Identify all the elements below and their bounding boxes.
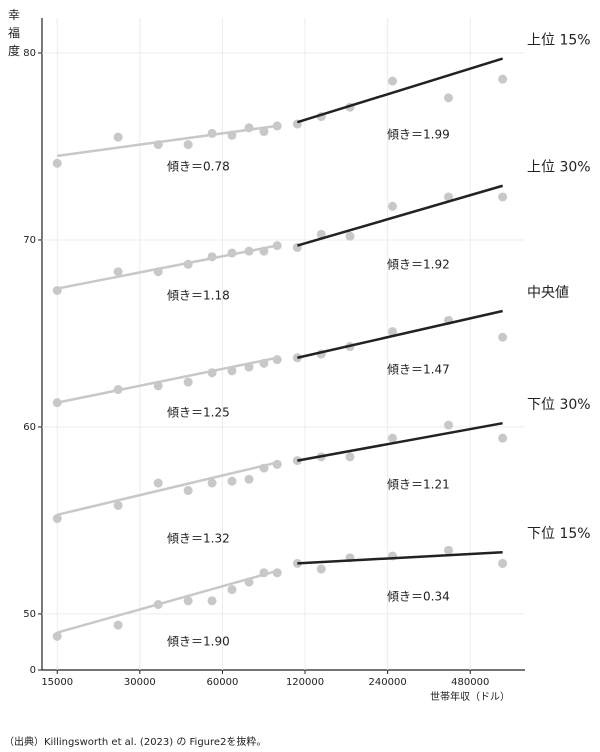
point — [444, 192, 454, 202]
point — [52, 158, 62, 168]
series-label: 中央値 — [527, 285, 569, 301]
x-tick-label: 60000 — [207, 677, 239, 688]
slope-label: 傾き＝1.25 — [167, 406, 230, 420]
y-tick-label: 50 — [23, 609, 36, 620]
slope-label: 傾き＝1.99 — [387, 128, 450, 142]
slope-label: 傾き＝0.34 — [387, 590, 450, 604]
slope-label: 傾き＝1.92 — [387, 258, 450, 272]
y-tick-label: 70 — [23, 235, 36, 246]
x-tick-label: 120000 — [286, 677, 324, 688]
point — [388, 201, 398, 211]
point — [153, 478, 163, 488]
fit-line — [297, 550, 503, 565]
x-tick-label: 30000 — [124, 677, 156, 688]
point — [444, 420, 454, 430]
y-tick-label: 80 — [23, 48, 36, 59]
point — [345, 231, 355, 241]
slope-label: 傾き＝1.18 — [167, 289, 230, 303]
point — [316, 564, 326, 574]
point — [52, 631, 62, 641]
slope-label: 傾き＝0.78 — [167, 160, 230, 174]
point — [444, 545, 454, 555]
point — [498, 558, 508, 568]
point — [52, 514, 62, 524]
fit-line — [297, 421, 503, 462]
source-note: （出典）Killingsworth et al. (2023) の Figure… — [4, 735, 266, 748]
fit-line — [57, 124, 278, 158]
point — [316, 229, 326, 239]
point — [498, 192, 508, 202]
point — [388, 327, 398, 337]
x-axis-label: 世帯年収（ドル） — [430, 690, 510, 703]
point — [227, 585, 237, 595]
x-tick-label: 240000 — [369, 677, 407, 688]
point — [113, 500, 123, 510]
point — [498, 74, 508, 84]
point — [388, 76, 398, 86]
point — [183, 377, 193, 387]
x-tick-label: 480000 — [451, 677, 489, 688]
slope-label: 傾き＝1.90 — [167, 635, 230, 649]
point — [113, 132, 123, 142]
point — [207, 478, 217, 488]
point — [388, 433, 398, 443]
slope-label: 傾き＝1.47 — [387, 363, 450, 377]
slope-label: 傾き＝1.32 — [167, 532, 230, 546]
point — [498, 433, 508, 443]
point — [183, 596, 193, 606]
fit-line — [56, 461, 278, 517]
slope-label: 傾き＝1.21 — [387, 478, 450, 492]
fit-line — [56, 356, 278, 404]
point — [207, 596, 217, 606]
series-label: 上位 15% — [527, 33, 591, 49]
x-tick-label: 15000 — [41, 677, 73, 688]
point — [113, 267, 123, 277]
point — [113, 620, 123, 630]
y-tick-label: 60 — [23, 422, 36, 433]
point — [498, 332, 508, 342]
point — [183, 486, 193, 496]
point — [244, 474, 254, 484]
y-tick-label: 0 — [30, 665, 36, 676]
point — [183, 140, 193, 150]
fit-line — [297, 309, 503, 359]
fit-line — [56, 244, 278, 290]
y-axis-label: 幸福度 — [8, 8, 20, 58]
point — [444, 93, 454, 103]
point — [345, 452, 355, 462]
series-label: 上位 30% — [527, 160, 591, 176]
point — [227, 476, 237, 486]
series-label: 下位 30% — [527, 397, 591, 413]
fit-line — [296, 57, 504, 124]
fit-line — [296, 184, 503, 247]
series-label: 下位 15% — [527, 526, 591, 542]
fit-line — [56, 569, 278, 634]
